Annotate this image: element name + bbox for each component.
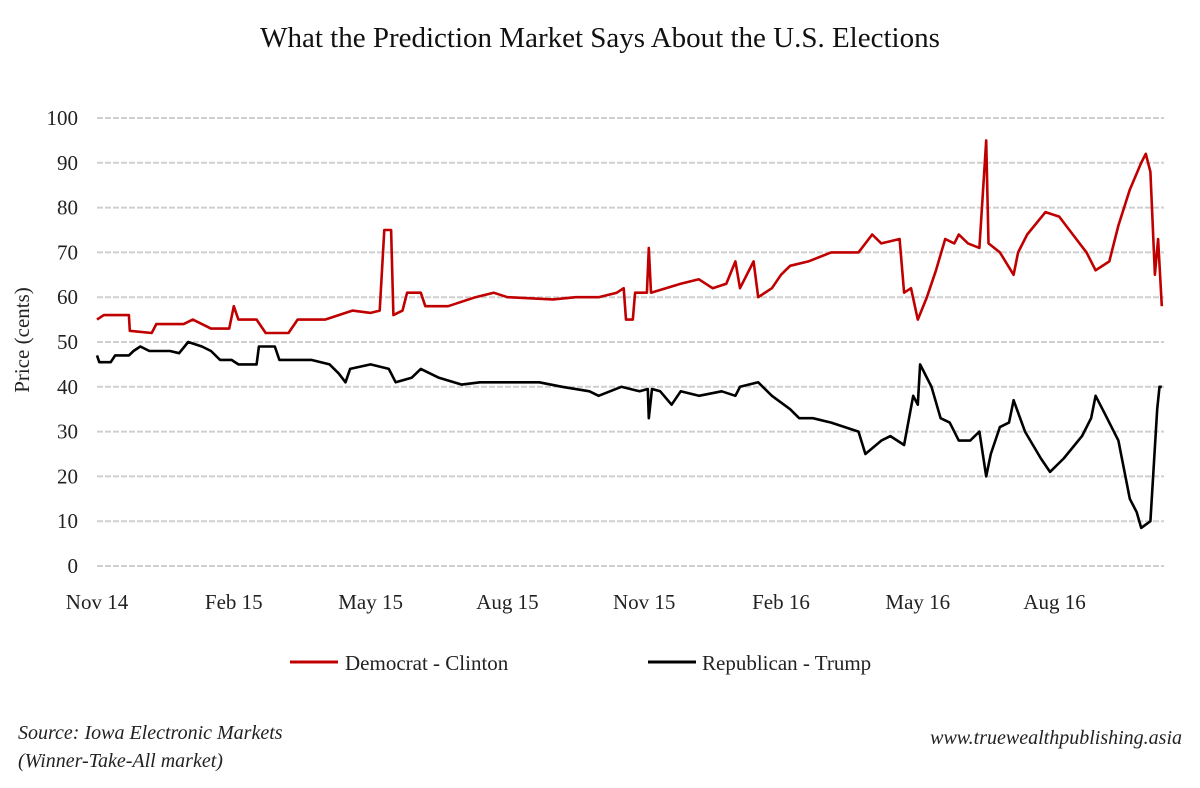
legend: Democrat - Clinton Republican - Trump bbox=[290, 651, 871, 675]
x-tick-label: May 16 bbox=[885, 590, 950, 614]
x-tick-label: Feb 15 bbox=[205, 590, 263, 614]
y-tick-label: 0 bbox=[68, 554, 79, 578]
chart-title: What the Prediction Market Says About th… bbox=[260, 22, 940, 54]
y-axis-ticks: 0 10 20 30 40 50 60 70 80 90 100 bbox=[47, 106, 79, 578]
x-tick-label: Nov 15 bbox=[613, 590, 675, 614]
y-tick-label: 50 bbox=[57, 330, 78, 354]
series-line-democrat bbox=[96, 139, 1164, 335]
y-tick-label: 70 bbox=[57, 240, 78, 264]
source-note: Source: Iowa Electronic Markets bbox=[18, 722, 283, 744]
y-tick-label: 90 bbox=[57, 151, 78, 175]
y-tick-label: 30 bbox=[57, 420, 78, 444]
series-line-republican bbox=[95, 340, 1162, 530]
y-tick-label: 20 bbox=[57, 464, 78, 488]
y-tick-label: 60 bbox=[57, 285, 78, 309]
gridlines bbox=[97, 117, 1164, 567]
x-tick-label: Feb 16 bbox=[752, 590, 810, 614]
x-tick-label: May 15 bbox=[338, 590, 403, 614]
y-tick-label: 100 bbox=[47, 106, 79, 130]
source-market-note: (Winner-Take-All market) bbox=[18, 750, 223, 772]
y-axis-label: Price (cents) bbox=[10, 287, 34, 393]
x-axis-ticks: Nov 14 Feb 15 May 15 Aug 15 Nov 15 Feb 16 May … bbox=[66, 590, 1086, 614]
series-lines bbox=[95, 139, 1164, 530]
legend-label: Democrat - Clinton bbox=[345, 651, 509, 675]
x-tick-label: Nov 14 bbox=[66, 590, 129, 614]
x-tick-label: Aug 15 bbox=[476, 590, 538, 614]
website-credit: www.truewealthpublishing.asia bbox=[930, 727, 1182, 749]
legend-label: Republican - Trump bbox=[702, 651, 871, 675]
y-tick-label: 10 bbox=[57, 509, 78, 533]
x-tick-label: Aug 16 bbox=[1023, 590, 1085, 614]
y-tick-label: 80 bbox=[57, 196, 78, 220]
y-tick-label: 40 bbox=[57, 375, 78, 399]
